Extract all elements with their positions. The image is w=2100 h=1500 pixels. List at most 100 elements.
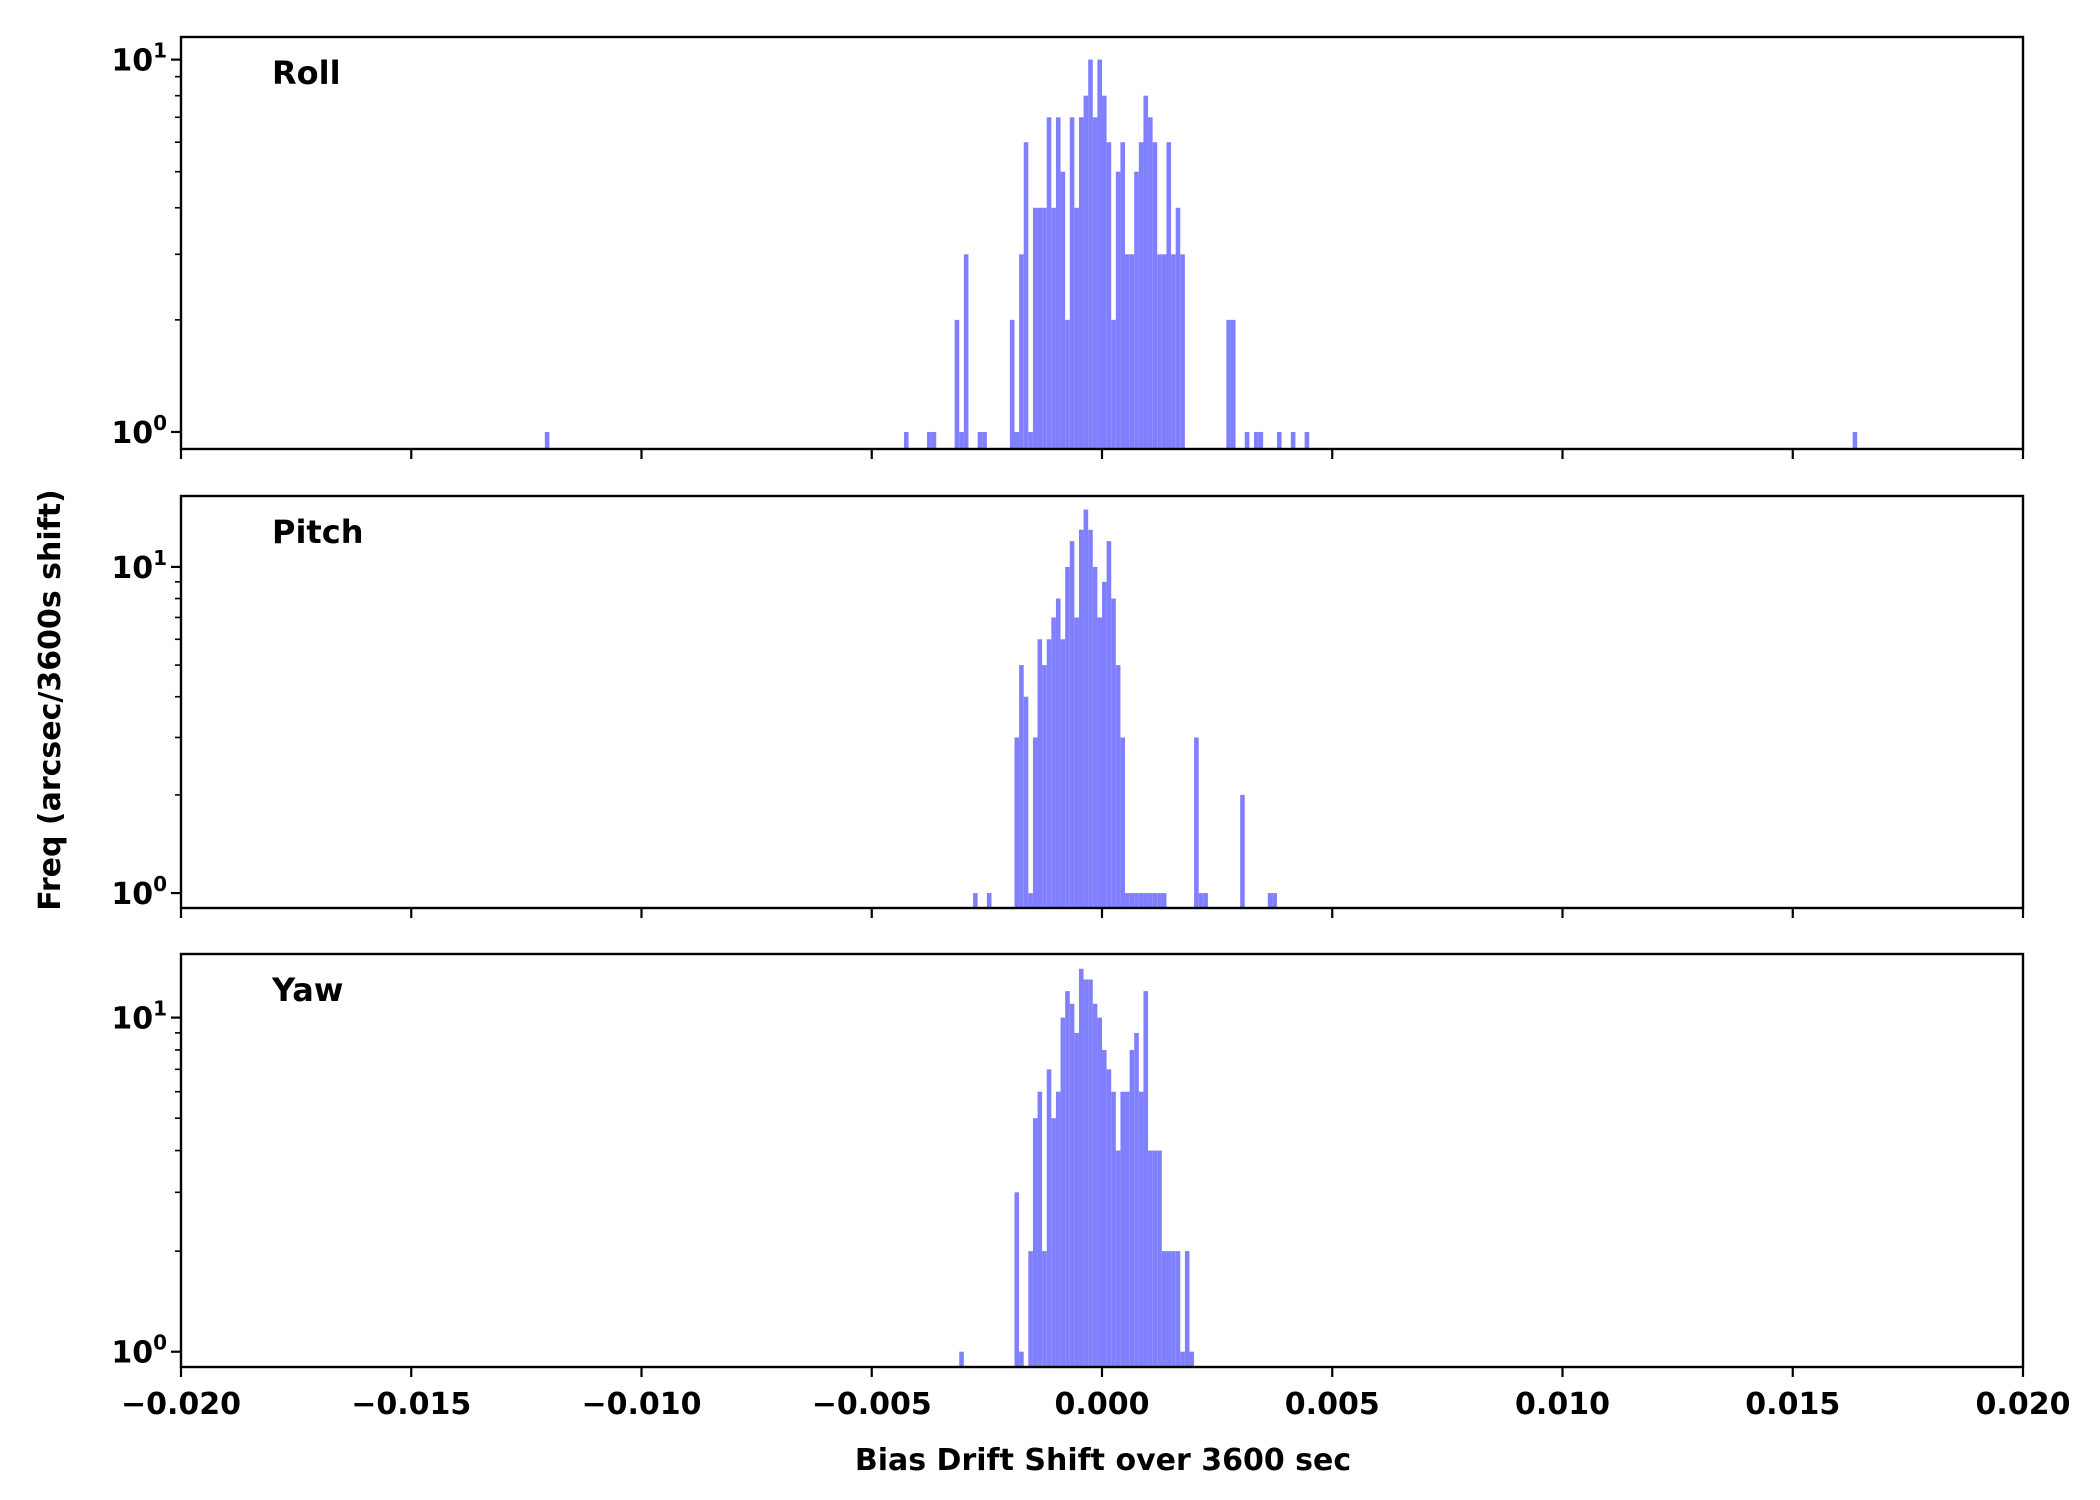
y-tick-label: 101 [111,39,167,79]
bar [1032,1118,1038,1367]
bar [1060,171,1066,449]
bar [544,431,550,449]
bar [1106,142,1112,449]
bar [977,431,983,449]
bar [1276,431,1282,449]
bar [1065,566,1070,908]
bar [982,431,987,449]
bar [1065,319,1070,449]
bar [1046,1069,1052,1367]
y-tick-label: 100 [111,872,167,912]
bar [1272,893,1277,908]
bar [1019,1351,1024,1367]
bar [1055,117,1061,449]
bar [954,319,960,449]
bar [903,431,909,449]
bar [1203,893,1208,908]
bar [1023,696,1029,908]
bar [1120,737,1126,908]
bar [1157,1150,1162,1367]
bar [1106,541,1112,908]
bar [1148,893,1153,908]
bar [1014,1192,1020,1367]
bar [1060,639,1066,908]
bar [1253,431,1259,449]
bar [1143,991,1149,1367]
y-tick-label: 100 [111,411,167,451]
bar [1194,737,1199,908]
bar [1078,117,1084,449]
bar [1037,207,1043,449]
bar [1051,1118,1056,1367]
bar [1078,968,1084,1367]
bar [1267,893,1273,908]
bar [931,431,937,449]
bar [1120,1091,1126,1367]
bar [1046,639,1052,908]
bar [1226,319,1231,449]
bar [1028,893,1033,908]
bar [1092,117,1098,449]
bar [959,1351,964,1367]
bar [1078,529,1084,908]
bar [1097,1017,1102,1367]
bar [1111,319,1116,449]
x-tick-label: 0.010 [1515,1387,1610,1422]
bar [1083,509,1089,908]
bar [1244,431,1250,449]
bar [1125,1091,1130,1367]
bar [1143,95,1149,449]
bar [1115,665,1121,908]
bar [1138,1091,1144,1367]
bar [1148,117,1153,449]
bar [1046,117,1052,449]
bar [1097,617,1102,908]
bar [1152,142,1158,449]
bar [1125,254,1130,449]
bar [973,893,978,908]
bar [1106,1069,1112,1367]
bar [1019,254,1024,449]
bar [1180,1351,1185,1367]
bar [1134,171,1139,449]
bar [1184,1251,1190,1367]
bar [1042,1251,1047,1367]
bar [1028,431,1033,449]
bar [963,254,969,449]
bar [1148,1150,1153,1367]
x-tick-label: −0.015 [351,1387,471,1422]
bar [986,893,992,908]
bar [1055,1091,1061,1367]
bar [1092,1003,1098,1367]
bar [1097,59,1102,449]
x-tick-label: 0.005 [1285,1387,1380,1422]
bar [1060,1017,1066,1367]
bar [1042,665,1047,908]
panel-pitch: 100 101 Pitch [111,494,2025,918]
bar [1074,1032,1079,1367]
bar [1852,431,1858,449]
bar [1088,979,1093,1367]
bar [1111,1091,1116,1367]
bar [1032,207,1038,449]
bar [1037,1091,1043,1367]
bar [1014,431,1020,449]
panel-label: Pitch [272,513,363,551]
bar [1051,617,1056,908]
bar [927,431,932,449]
bar [1028,1251,1033,1367]
panel-label: Roll [272,54,341,92]
x-tick-label: 0.020 [1976,1387,2071,1422]
bar [1161,1251,1167,1367]
bar [1074,617,1079,908]
bar [1138,893,1144,908]
panel-roll: 100 101 Roll [111,35,2025,459]
bar [1152,1150,1158,1367]
bar [1175,207,1181,449]
bar [1102,581,1107,908]
bar [1125,893,1130,908]
bar [1129,254,1135,449]
bar [1175,1251,1181,1367]
